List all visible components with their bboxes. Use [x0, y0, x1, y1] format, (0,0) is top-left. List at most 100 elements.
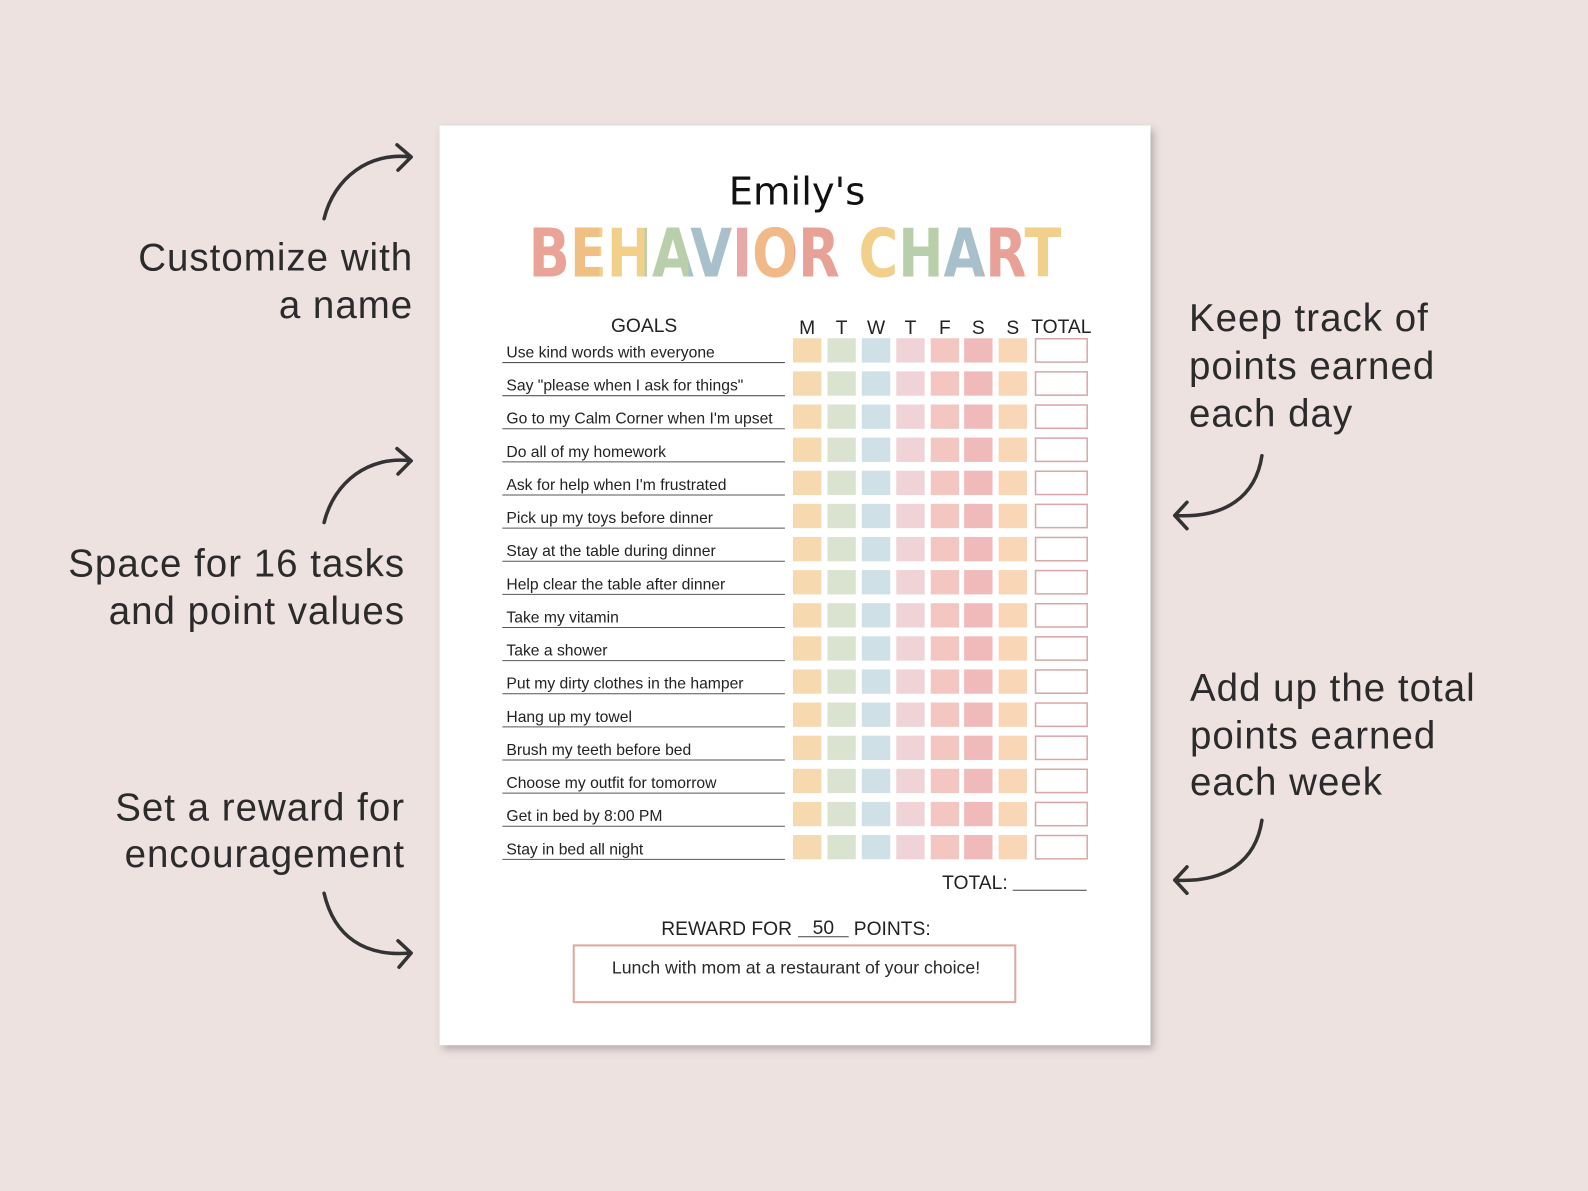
day-box: [998, 371, 1027, 396]
day-header: T: [905, 318, 917, 339]
day-box: [827, 735, 856, 760]
annotation: Space for 16 tasks: [68, 542, 405, 585]
day-box: [930, 636, 960, 661]
day-box: [964, 570, 993, 595]
day-box: [896, 570, 925, 595]
day-box: [964, 470, 993, 496]
day-box: [896, 669, 925, 694]
annotation: each day: [1189, 392, 1353, 435]
day-box: [964, 338, 993, 363]
day-box: [998, 470, 1027, 496]
day-box: [998, 338, 1027, 363]
total-box: [1034, 437, 1088, 463]
total-box: [1034, 735, 1088, 761]
day-box: [861, 768, 891, 794]
day-header: T: [836, 318, 848, 339]
day-box: [998, 768, 1027, 794]
day-box: [827, 636, 856, 661]
goal-text: Do all of my homework: [506, 444, 666, 461]
day-box: [896, 371, 925, 396]
day-box: [792, 570, 822, 595]
day-box: [861, 470, 891, 496]
day-box: [964, 603, 993, 628]
day-box: [930, 470, 960, 496]
day-box: [827, 768, 856, 794]
day-box: [896, 801, 925, 827]
day-box: [861, 371, 891, 396]
day-box: [964, 801, 993, 827]
total-box: [1034, 569, 1088, 595]
total-box: [1034, 503, 1088, 529]
annotation: points earned: [1189, 345, 1435, 388]
annotation: each week: [1190, 761, 1383, 804]
day-box: [792, 835, 822, 860]
day-box: [861, 404, 891, 429]
day-box: [861, 603, 891, 628]
goal-text: Stay at the table during dinner: [506, 543, 715, 560]
day-box: [998, 570, 1027, 595]
total-box: [1034, 371, 1088, 396]
annotation: encouragement: [125, 833, 405, 876]
day-box: [964, 371, 993, 396]
day-box: [896, 503, 925, 529]
day-box: [964, 735, 993, 760]
goal-text: Say "please when I ask for things": [506, 378, 743, 395]
day-box: [861, 835, 891, 860]
day-box: [896, 636, 925, 661]
day-box: [861, 536, 891, 562]
day-box: [861, 669, 891, 694]
day-box: [792, 371, 822, 396]
annotation: points earned: [1190, 714, 1436, 757]
day-box: [998, 669, 1027, 694]
day-box: [792, 404, 822, 429]
total-header: TOTAL: [1031, 317, 1092, 338]
day-box: [964, 768, 993, 794]
annotation: Customize with: [138, 236, 413, 279]
goals-header: GOALS: [611, 316, 677, 337]
day-header: F: [939, 318, 951, 339]
arrow: [322, 143, 413, 221]
day-box: [896, 735, 925, 760]
arrow: [322, 891, 413, 969]
total-box: [1034, 801, 1088, 827]
day-box: [792, 801, 822, 827]
total-box: [1034, 702, 1088, 728]
day-box: [896, 404, 925, 429]
day-box: [792, 536, 822, 562]
day-box: [930, 570, 960, 595]
annotation: Keep track of: [1189, 297, 1429, 340]
reward-prefix: REWARD FOR: [661, 919, 792, 940]
goal-text: Take a shower: [506, 643, 607, 660]
day-box: [827, 338, 856, 363]
day-box: [861, 801, 891, 827]
goal-text: Hang up my towel: [506, 709, 632, 726]
goal-text: Use kind words with everyone: [506, 345, 715, 362]
day-box: [792, 768, 822, 794]
day-box: [964, 503, 993, 529]
arrow: [1173, 453, 1264, 531]
day-header: S: [972, 318, 985, 339]
day-box: [964, 437, 993, 462]
chart-title: BEHAVIOR CHART: [529, 214, 1062, 292]
day-box: [861, 503, 891, 529]
day-box: [964, 669, 993, 694]
annotation: a name: [279, 284, 413, 327]
day-box: [896, 835, 925, 860]
total-box: [1034, 768, 1088, 794]
goal-text: Put my dirty clothes in the hamper: [506, 676, 743, 693]
day-box: [930, 835, 960, 860]
day-box: [792, 603, 822, 628]
day-box: [827, 570, 856, 595]
day-box: [930, 702, 960, 727]
day-box: [998, 536, 1027, 562]
day-box: [792, 470, 822, 496]
day-box: [930, 503, 960, 529]
day-header: M: [799, 318, 815, 339]
day-box: [792, 437, 822, 462]
day-box: [930, 371, 960, 396]
day-box: [930, 603, 960, 628]
day-box: [896, 536, 925, 562]
day-box: [896, 470, 925, 496]
day-box: [930, 801, 960, 827]
